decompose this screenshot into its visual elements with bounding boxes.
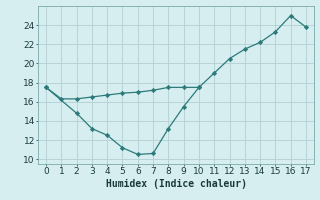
X-axis label: Humidex (Indice chaleur): Humidex (Indice chaleur)	[106, 179, 246, 189]
